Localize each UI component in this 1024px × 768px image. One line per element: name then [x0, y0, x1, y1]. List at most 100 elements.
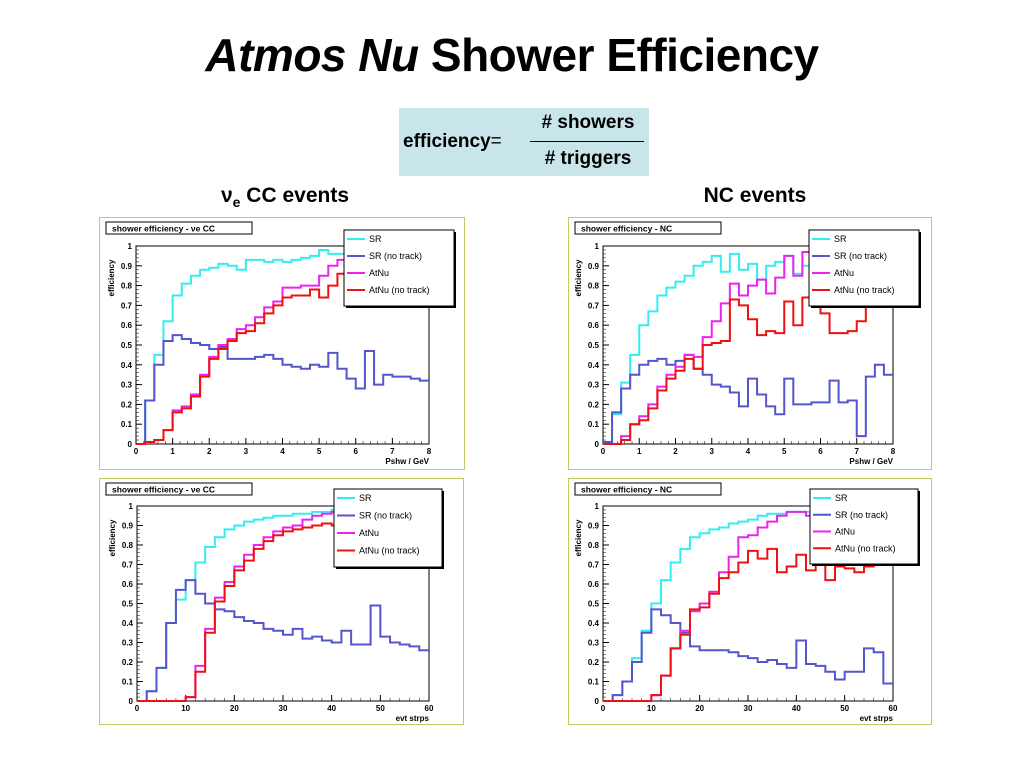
y-tick-label: 0.6: [588, 321, 600, 330]
x-tick-label: 4: [280, 447, 285, 456]
slide-title: Atmos Nu Shower Efficiency: [0, 28, 1024, 82]
column-heading-nue-cc: νe CC events: [140, 184, 430, 210]
y-tick-label: 0.2: [588, 400, 600, 409]
chart-title-text: shower efficiency - NC: [581, 485, 672, 495]
legend-label-atnu: AtNu: [834, 268, 854, 278]
x-tick-label: 0: [601, 447, 606, 456]
y-tick-label: 0.1: [121, 420, 133, 429]
legend-box: [333, 488, 443, 568]
y-tick-label: 0: [595, 440, 600, 449]
x-tick-label: 50: [840, 704, 849, 713]
chart-title: shower efficiency - νe CC: [105, 221, 253, 235]
y-tick-label: 0.3: [121, 381, 133, 390]
series-line-sr-no-track: [603, 353, 893, 444]
x-tick-label: 6: [354, 447, 359, 456]
legend-box: [343, 229, 455, 307]
x-tick-label: 0: [601, 704, 606, 713]
legend-label-atnu: AtNu: [835, 527, 855, 537]
legend-label-atnu-no-track: AtNu (no track): [834, 285, 895, 295]
x-tick-label: 0: [135, 704, 140, 713]
y-tick-label: 0.8: [588, 541, 600, 550]
y-tick-label: 1: [595, 242, 600, 251]
chart-title-text: shower efficiency - NC: [581, 224, 672, 234]
y-tick-label: 0.2: [121, 400, 133, 409]
y-tick-label: 0.2: [122, 658, 134, 667]
series-line-sr-no-track: [136, 334, 429, 445]
chart-panel-nc-strips: shower efficiency - NC 0 0.1 0.2 0.3 0.4 0.5 0.…: [568, 478, 932, 725]
x-axis-label: evt strps: [860, 714, 894, 723]
formula-equals: =: [490, 131, 502, 152]
y-tick-label: 0.4: [588, 619, 600, 628]
x-tick-label: 10: [181, 704, 190, 713]
y-tick-label: 0: [595, 697, 600, 706]
x-tick-label: 1: [637, 447, 642, 456]
chart-nue-cc-strips: shower efficiency - νe CC 0 0.1 0.2 0.3 0.4 0.…: [105, 482, 444, 723]
legend-label-sr: SR: [369, 234, 382, 244]
x-tick-label: 7: [390, 447, 395, 456]
y-tick-label: 0.5: [121, 341, 133, 350]
slide-title-rest: Shower Efficiency: [418, 29, 819, 81]
x-tick-label: 20: [230, 704, 239, 713]
y-tick-label: 0.9: [121, 262, 133, 271]
y-tick-label: 0.1: [588, 420, 600, 429]
chart-title-box: [105, 482, 253, 496]
x-axis-label: Pshw / GeV: [385, 457, 429, 466]
chart-nue-cc-energy: shower efficiency - νe CC 0 0.1 0.2 0.3 0.4 0.…: [105, 221, 456, 466]
x-tick-label: 60: [425, 704, 434, 713]
legend-box: [808, 229, 920, 307]
x-tick-label: 7: [855, 447, 860, 456]
y-tick-label: 0: [129, 697, 134, 706]
y-tick-label: 0.8: [588, 282, 600, 291]
x-tick-label: 40: [327, 704, 336, 713]
chart-title-box: [105, 221, 253, 235]
chart-legend: SR SR (no track) AtNu AtNu (no track): [809, 488, 920, 566]
chart-title: shower efficiency - NC: [574, 482, 722, 496]
chart-title-text: shower efficiency - νe CC: [112, 485, 215, 495]
x-tick-label: 8: [891, 447, 896, 456]
y-tick-label: 0.9: [588, 522, 600, 531]
slide-title-italic: Atmos Nu: [205, 29, 419, 81]
fraction-bar: [530, 141, 644, 142]
y-tick-label: 0.9: [122, 522, 134, 531]
legend-label-sr: SR: [359, 493, 372, 503]
y-axis-label: efficiency: [108, 519, 117, 556]
x-tick-label: 2: [207, 447, 212, 456]
legend-box: [809, 488, 919, 565]
chart-legend: SR SR (no track) AtNu AtNu (no track): [333, 488, 444, 569]
y-tick-label: 0.7: [121, 301, 133, 310]
y-tick-label: 0.4: [588, 361, 600, 370]
chart-panel-nue-cc-energy: shower efficiency - νe CC 0 0.1 0.2 0.3 0.4 0.…: [99, 217, 465, 470]
y-axis-label: efficiency: [574, 259, 583, 296]
chart-title: shower efficiency - νe CC: [105, 482, 253, 496]
legend-label-sr: SR: [834, 234, 847, 244]
chart-nc-energy: shower efficiency - NC 0 0.1 0.2 0.3 0.4 0.5 0.…: [574, 221, 921, 466]
y-tick-label: 0.3: [588, 639, 600, 648]
y-tick-label: 0.2: [588, 658, 600, 667]
x-tick-label: 60: [889, 704, 898, 713]
column-heading-rest: CC events: [240, 184, 350, 207]
y-tick-label: 0.5: [588, 600, 600, 609]
column-heading-text: NC events: [703, 184, 807, 207]
chart-nc-strips: shower efficiency - NC 0 0.1 0.2 0.3 0.4 0.5 0.…: [574, 482, 920, 723]
x-tick-label: 20: [695, 704, 704, 713]
y-tick-label: 0.1: [122, 678, 134, 687]
y-tick-label: 0.7: [122, 561, 134, 570]
efficiency-formula: efficiency= # showers # triggers: [399, 108, 649, 176]
x-axis-label: evt strps: [396, 714, 430, 723]
x-tick-label: 40: [792, 704, 801, 713]
chart-panel-nc-energy: shower efficiency - NC 0 0.1 0.2 0.3 0.4 0.5 0.…: [568, 217, 932, 470]
legend-label-sr-no-track: SR (no track): [835, 510, 888, 520]
formula-denominator: # triggers: [544, 148, 632, 169]
y-tick-label: 0.5: [122, 600, 134, 609]
series-line-sr-no-track: [603, 608, 893, 702]
x-tick-label: 30: [744, 704, 753, 713]
y-tick-label: 0.8: [121, 282, 133, 291]
y-tick-label: 1: [128, 242, 133, 251]
y-axis-label: efficiency: [107, 259, 116, 296]
legend-label-atnu-no-track: AtNu (no track): [369, 285, 430, 295]
y-tick-label: 0.5: [588, 341, 600, 350]
chart-legend: SR SR (no track) AtNu AtNu (no track): [343, 229, 456, 308]
y-tick-label: 1: [595, 502, 600, 511]
y-tick-label: 0.6: [121, 321, 133, 330]
x-tick-label: 5: [317, 447, 322, 456]
